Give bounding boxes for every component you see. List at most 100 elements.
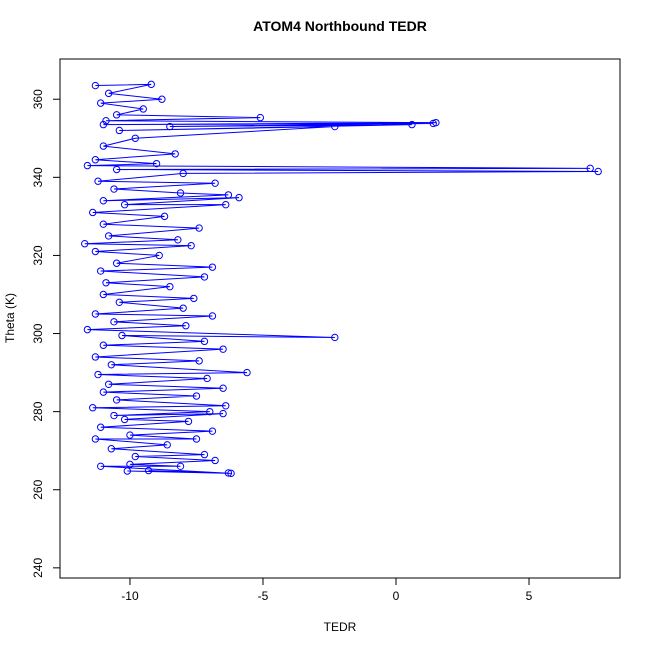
data-point: [97, 423, 105, 431]
data-point: [110, 185, 118, 193]
data-point: [91, 81, 100, 90]
data-point: [131, 134, 139, 142]
data-point: [195, 224, 203, 232]
data-point: [208, 263, 217, 271]
data-point: [206, 407, 214, 416]
x-tick-label: -10: [121, 589, 139, 603]
data-point: [94, 177, 102, 185]
data-point: [171, 150, 179, 158]
data-point: [219, 384, 227, 392]
data-point: [235, 193, 243, 202]
data-point: [408, 120, 416, 129]
data-point: [219, 409, 227, 418]
y-tick-label: 320: [31, 245, 45, 265]
data-point: [110, 411, 118, 420]
data-point: [89, 404, 97, 412]
data-point: [184, 417, 193, 426]
data-point: [176, 462, 185, 471]
data-point: [83, 325, 92, 334]
data-point: [104, 380, 113, 389]
data-point: [158, 95, 166, 103]
data-point: [203, 374, 211, 383]
series-line: [84, 83, 599, 474]
data-point: [115, 126, 124, 135]
y-tick-label: 260: [31, 479, 45, 499]
data-point: [222, 402, 230, 410]
data-point: [160, 212, 169, 221]
data-point: [144, 466, 153, 475]
data-point: [190, 294, 198, 303]
data-point: [179, 169, 187, 178]
x-axis-label: TEDR: [324, 620, 357, 634]
data-point: [115, 298, 124, 306]
data-point: [99, 120, 108, 129]
data-point: [182, 322, 190, 330]
data-point: [91, 353, 100, 361]
data-point: [120, 415, 129, 424]
y-tick-label: 300: [31, 323, 45, 343]
data-point: [112, 396, 121, 404]
data-point: [97, 99, 105, 107]
x-tick-label: 5: [526, 589, 533, 603]
data-point: [110, 318, 118, 326]
data-point: [112, 259, 121, 267]
data-point: [107, 445, 116, 453]
data-point: [99, 220, 108, 228]
data-point: [126, 431, 134, 439]
x-tick-label: 0: [393, 589, 400, 603]
data-point: [163, 441, 171, 449]
y-tick-label: 340: [31, 167, 45, 187]
data-point: [192, 392, 201, 400]
data-point: [208, 427, 217, 435]
data-point: [139, 105, 147, 113]
data-point: [104, 232, 113, 240]
y-tick-label: 360: [31, 89, 45, 109]
data-point: [89, 208, 97, 217]
data-point: [91, 435, 100, 443]
y-axis-label: Theta (K): [3, 293, 17, 343]
y-tick-label: 240: [31, 558, 45, 578]
data-point: [152, 159, 161, 168]
data-point: [166, 282, 174, 291]
data-point: [83, 161, 92, 170]
data-point: [155, 251, 163, 260]
data-point: [91, 156, 100, 164]
data-point: [99, 388, 108, 396]
data-point: [91, 247, 100, 256]
data-point: [222, 200, 230, 209]
data-point: [107, 361, 116, 369]
data-point: [179, 304, 187, 312]
data-point: [200, 337, 209, 346]
data-point: [123, 467, 132, 475]
data-point: [118, 331, 126, 340]
data-point: [97, 267, 105, 275]
data-point: [195, 357, 203, 365]
data-point: [224, 191, 233, 199]
data-point: [429, 119, 437, 128]
data-point: [97, 462, 105, 471]
x-tick-label: -5: [258, 589, 269, 603]
y-tick-label: 280: [31, 401, 45, 421]
data-point: [586, 164, 594, 173]
data-point: [112, 165, 121, 174]
chart-title: ATOM4 Northbound TEDR: [253, 18, 427, 34]
data-point: [99, 290, 108, 299]
data-point: [91, 310, 100, 318]
data-point: [126, 460, 134, 469]
data-point: [94, 370, 102, 379]
data-point: [176, 189, 185, 197]
data-point: [112, 111, 121, 119]
data-point: [211, 456, 219, 465]
data-point: [243, 368, 251, 377]
data-point: [224, 469, 233, 477]
data-point: [174, 236, 182, 244]
data-point: [147, 80, 155, 89]
data-point: [120, 200, 129, 209]
data-point: [99, 142, 108, 150]
data-point: [192, 435, 201, 443]
data-point: [200, 273, 209, 281]
data-point: [104, 89, 113, 98]
data-point: [102, 279, 110, 287]
plot-frame: [59, 58, 621, 579]
